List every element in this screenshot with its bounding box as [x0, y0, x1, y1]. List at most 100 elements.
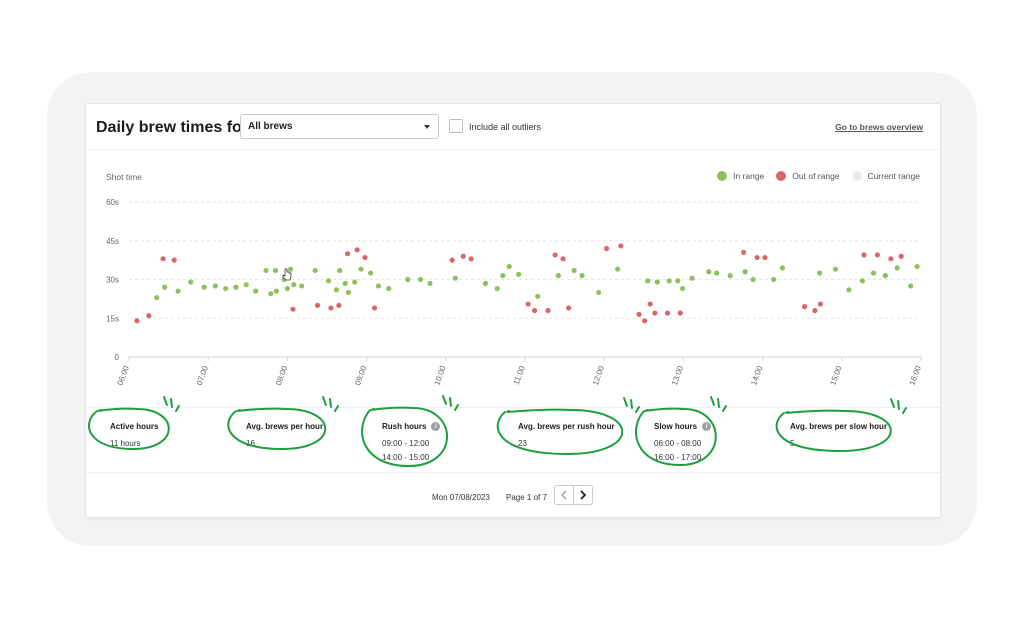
- legend-label: In range: [733, 171, 765, 181]
- brew-filter-select[interactable]: All brews: [240, 114, 439, 139]
- data-point-out-of-range: [525, 301, 531, 307]
- data-point-in-range: [870, 270, 877, 276]
- include-outliers-label[interactable]: Include all outliers: [469, 122, 542, 132]
- data-point-in-range: [201, 284, 207, 290]
- stat-label-text: Active hours: [110, 422, 159, 431]
- stat-value-line: 23: [518, 439, 527, 448]
- data-point-out-of-range: [290, 306, 296, 312]
- stat-label: Active hours: [110, 422, 158, 431]
- data-point-in-range: [494, 285, 500, 292]
- data-point-in-range: [894, 265, 900, 271]
- stat-label: Avg. brews per hour: [246, 422, 323, 431]
- data-point-out-of-range: [641, 318, 648, 324]
- x-tick-label: 06:00: [116, 364, 131, 386]
- data-point-in-range: [386, 285, 392, 292]
- data-point-in-range: [263, 267, 269, 274]
- stat-label: Avg. brews per slow hour: [790, 422, 887, 431]
- brews-overview-link[interactable]: Go to brews overview: [835, 122, 923, 132]
- data-point-in-range: [223, 285, 229, 292]
- stat-value: 09:00 - 12:00 14:00 - 15:00: [382, 437, 440, 465]
- data-point-out-of-range: [801, 304, 808, 310]
- x-tick-label: 09:00: [353, 364, 368, 386]
- data-point-out-of-range: [362, 254, 368, 261]
- data-point-in-range: [555, 273, 561, 279]
- previous-page-button[interactable]: [554, 485, 574, 505]
- data-point-in-range: [908, 283, 914, 289]
- data-point-in-range: [706, 269, 712, 275]
- data-point-out-of-range: [160, 256, 166, 262]
- stat-avg-brews-per-rush-hour: Avg. brews per rush hour 23: [518, 422, 615, 451]
- data-point-in-range: [859, 278, 865, 284]
- stat-label-text: Avg. brews per slow hour: [790, 422, 888, 431]
- data-point-out-of-range: [560, 256, 566, 262]
- data-point-in-range: [325, 278, 332, 284]
- y-tick-label: 45s: [106, 237, 119, 246]
- data-point-out-of-range: [344, 251, 351, 257]
- legend-swatch: [851, 171, 862, 181]
- data-point-in-range: [666, 278, 672, 284]
- stat-value-line: 5: [790, 439, 795, 448]
- x-tick-label: 13:00: [670, 364, 685, 386]
- data-point-out-of-range: [565, 305, 572, 311]
- info-icon[interactable]: i: [431, 422, 441, 431]
- data-point-out-of-range: [817, 301, 824, 307]
- current-date: Mon 07/08/2023: [432, 493, 490, 502]
- stats-row: Active hours 11 hours Avg. brews per hou…: [86, 407, 940, 473]
- data-point-in-range: [654, 279, 660, 285]
- data-point-out-of-range: [812, 307, 818, 314]
- data-point-in-range: [188, 279, 194, 285]
- data-point-in-range: [333, 287, 340, 293]
- data-point-out-of-range: [468, 256, 474, 262]
- data-point-in-range: [342, 280, 348, 286]
- stat-active-hours: Active hours 11 hours: [110, 422, 158, 451]
- data-point-in-range: [846, 287, 852, 293]
- data-point-in-range: [742, 269, 748, 275]
- data-point-in-range: [714, 270, 720, 276]
- page-indicator: Page 1 of 7: [506, 493, 547, 502]
- data-point-in-range: [645, 278, 651, 284]
- next-page-button[interactable]: [573, 485, 593, 505]
- y-axis-label: Shot time: [106, 172, 142, 182]
- data-point-out-of-range: [888, 256, 894, 262]
- data-point-in-range: [500, 273, 506, 279]
- data-point-in-range: [750, 276, 756, 283]
- stat-value: 11 hours: [110, 437, 158, 451]
- stat-value: 16: [246, 437, 323, 451]
- data-point-in-range: [832, 266, 839, 272]
- data-point-out-of-range: [552, 252, 558, 258]
- data-point-out-of-range: [146, 313, 152, 319]
- data-point-in-range: [882, 273, 888, 279]
- info-icon[interactable]: i: [702, 422, 712, 431]
- data-point-in-range: [571, 267, 577, 274]
- data-point-out-of-range: [740, 249, 747, 255]
- data-point-out-of-range: [371, 305, 378, 311]
- data-point-in-range: [233, 284, 239, 290]
- data-point-in-range: [312, 267, 318, 274]
- data-point-in-range: [596, 289, 602, 296]
- x-tick-label: 16:00: [908, 364, 923, 386]
- data-point-out-of-range: [328, 305, 334, 311]
- stat-label: Rush hours i: [382, 422, 441, 431]
- data-point-in-range: [771, 276, 777, 283]
- stat-avg-brews-per-hour: Avg. brews per hour 16: [246, 422, 323, 451]
- data-point-out-of-range: [636, 311, 642, 317]
- stat-value-line: 09:00 - 12:00: [382, 439, 430, 448]
- stat-value-line: 11 hours: [110, 439, 141, 448]
- include-outliers-checkbox[interactable]: [449, 119, 463, 133]
- data-point-out-of-range: [531, 307, 538, 314]
- stat-value-line: 16:00 - 17:00: [654, 453, 702, 462]
- data-point-out-of-range: [336, 302, 342, 308]
- y-tick-label: 60s: [106, 198, 119, 207]
- data-point-in-range: [299, 283, 305, 289]
- legend-item-current-range: Current range: [851, 171, 920, 181]
- data-point-in-range: [284, 285, 290, 292]
- y-tick-label: 15s: [106, 314, 119, 323]
- stat-label-text: Avg. brews per hour: [246, 422, 324, 431]
- data-point-out-of-range: [647, 301, 653, 307]
- data-point-out-of-range: [460, 253, 466, 259]
- data-point-in-range: [154, 294, 160, 301]
- data-point-in-range: [375, 283, 382, 289]
- data-point-out-of-range: [618, 243, 624, 249]
- scatter-chart: 0 15s 30s 45s 60s 06:00 07:00 08:00 09:00 10:00 11…: [106, 198, 923, 387]
- stat-label-text: Avg. brews per rush hour: [518, 422, 615, 431]
